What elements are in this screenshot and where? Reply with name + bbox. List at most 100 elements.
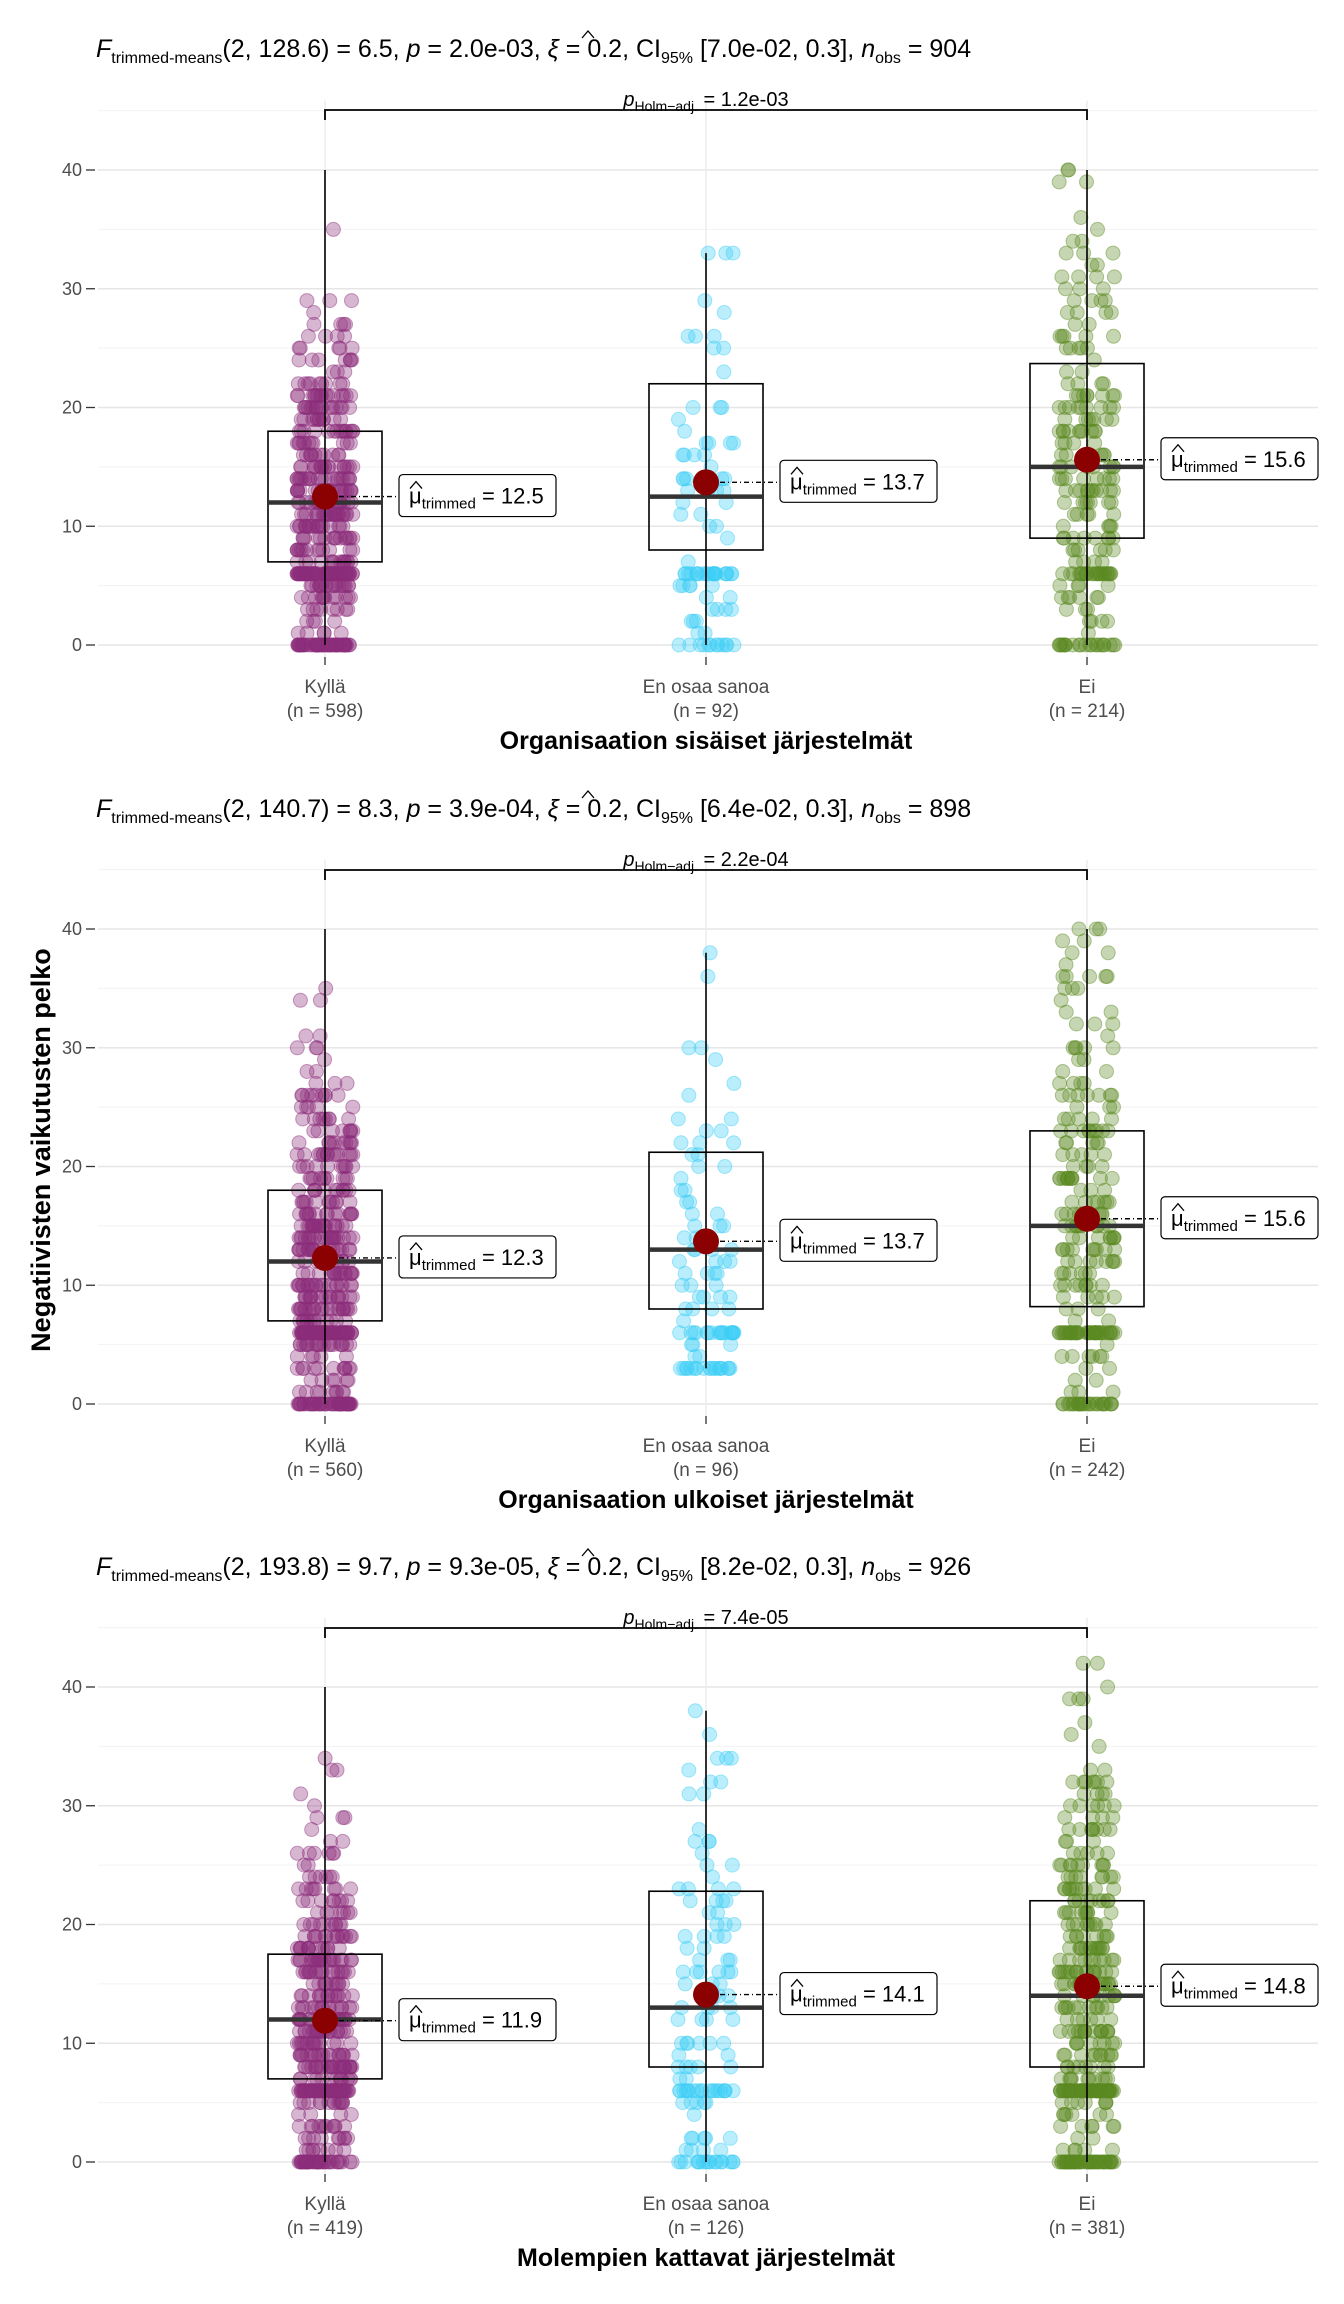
data-point <box>339 530 354 546</box>
data-point <box>307 459 322 475</box>
data-point <box>318 578 334 594</box>
data-point <box>295 637 311 653</box>
data-point <box>722 2154 738 2170</box>
data-point <box>305 435 321 451</box>
data-point <box>330 566 346 582</box>
data-point <box>1053 2071 1069 2087</box>
data-point <box>681 1087 697 1103</box>
data-point <box>1058 1325 1074 1341</box>
data-point <box>674 2035 689 2051</box>
category-n-label: (n = 598) <box>287 701 364 722</box>
data-point <box>326 1396 342 1412</box>
category-group-2: μtrimmed = 13.7En osaa sanoa(n = 96) <box>643 945 938 1481</box>
data-point <box>289 518 305 534</box>
data-point <box>307 637 323 653</box>
data-point <box>725 2012 741 2027</box>
data-point <box>291 1242 307 1258</box>
data-point <box>325 1372 341 1388</box>
data-point <box>1099 1064 1114 1079</box>
data-point <box>717 1917 733 1932</box>
data-point <box>1070 376 1086 392</box>
data-point <box>335 435 351 451</box>
data-point <box>292 1325 307 1341</box>
data-point <box>682 637 698 653</box>
data-point <box>309 578 325 594</box>
data-point <box>674 1277 690 1293</box>
data-point <box>1098 411 1114 427</box>
data-point <box>338 1159 354 1174</box>
data-point <box>341 637 357 653</box>
data-point <box>1056 328 1072 344</box>
data-point <box>1063 566 1078 582</box>
data-point <box>292 471 308 487</box>
data-point <box>1102 483 1118 499</box>
data-point <box>303 400 319 415</box>
data-point <box>299 1206 315 1222</box>
data-point <box>1071 921 1087 937</box>
data-point <box>331 447 347 463</box>
data-point <box>684 1147 700 1163</box>
data-point <box>329 566 344 582</box>
data-point <box>718 566 734 582</box>
data-point <box>300 400 316 415</box>
category-n-label: (n = 560) <box>287 1460 364 1481</box>
data-point <box>709 518 724 534</box>
data-point <box>296 1396 312 1412</box>
data-point <box>295 530 311 546</box>
data-point <box>1076 1075 1092 1091</box>
data-point <box>1078 1940 1094 1956</box>
data-point <box>342 400 358 415</box>
data-point <box>307 388 322 404</box>
data-point <box>1074 566 1090 582</box>
data-point <box>1070 400 1086 415</box>
data-point <box>311 411 327 427</box>
data-point <box>308 1159 324 1174</box>
data-point <box>315 542 331 558</box>
data-point <box>307 447 323 463</box>
data-point <box>709 1928 725 1944</box>
data-point <box>333 625 349 641</box>
data-point <box>692 2035 707 2051</box>
data-point <box>1089 257 1105 273</box>
data-point <box>319 566 335 582</box>
data-point <box>330 506 346 522</box>
data-point <box>1092 566 1108 582</box>
data-point <box>303 637 319 653</box>
data-point <box>331 518 347 534</box>
data-point <box>726 637 742 653</box>
data-point <box>336 578 352 594</box>
data-point <box>335 1230 351 1246</box>
data-point <box>304 578 320 594</box>
data-point <box>1081 613 1097 629</box>
data-point <box>1103 518 1119 534</box>
data-point <box>294 1230 310 1246</box>
data-point <box>1080 411 1096 427</box>
data-point <box>325 400 341 415</box>
data-point <box>345 459 361 475</box>
data-point <box>299 1337 315 1353</box>
data-point <box>340 601 356 617</box>
data-point <box>1062 340 1078 356</box>
data-point <box>338 1928 353 1944</box>
data-point <box>293 1337 308 1353</box>
data-point <box>1105 483 1121 499</box>
y-tick-label: 10 <box>62 1275 82 1295</box>
data-point <box>1060 162 1076 178</box>
data-point <box>297 1147 312 1163</box>
data-point <box>722 590 738 605</box>
data-point <box>719 566 735 582</box>
data-point <box>1094 1349 1110 1364</box>
data-point <box>1100 945 1116 961</box>
data-point <box>675 471 691 487</box>
data-point <box>318 1325 334 1341</box>
data-point <box>332 1396 348 1412</box>
data-point <box>1060 590 1076 605</box>
data-point <box>302 566 318 582</box>
data-point <box>337 637 353 653</box>
data-point <box>325 388 341 404</box>
data-point <box>307 613 323 629</box>
data-point <box>1053 1277 1069 1293</box>
data-point <box>1084 423 1100 439</box>
data-point <box>1099 2000 1115 2016</box>
